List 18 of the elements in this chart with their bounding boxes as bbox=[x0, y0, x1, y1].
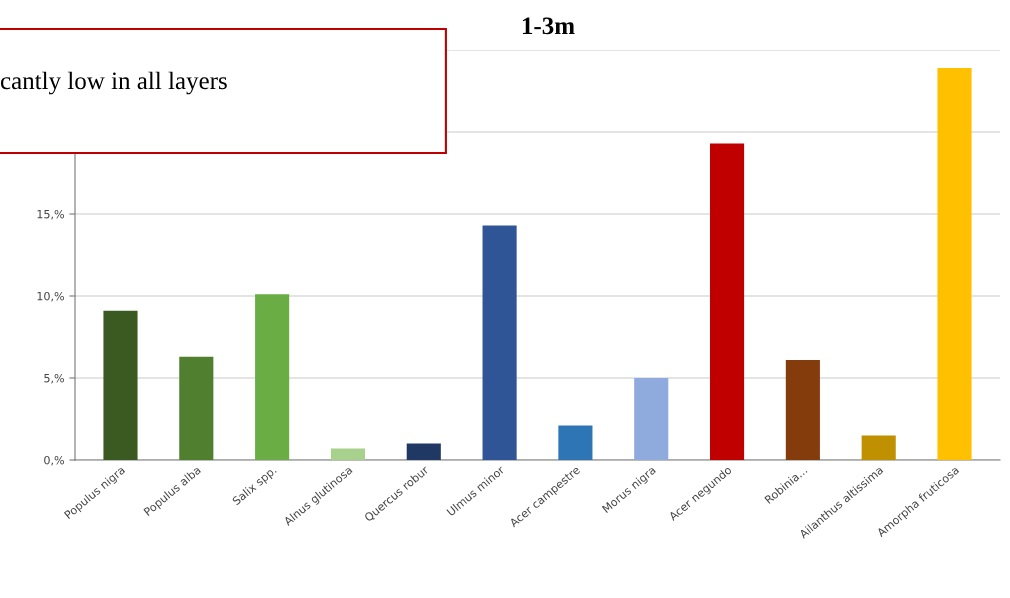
bar bbox=[558, 425, 593, 460]
bar bbox=[255, 294, 290, 460]
chart-title: 1-3m bbox=[522, 17, 575, 35]
bar bbox=[861, 435, 896, 460]
bar bbox=[482, 225, 517, 460]
y-tick-label: 5,% bbox=[44, 373, 64, 384]
bar bbox=[179, 356, 214, 460]
annotation: cantly low in all layers bbox=[0, 71, 227, 95]
bar bbox=[330, 448, 366, 460]
bar bbox=[937, 68, 972, 460]
bar bbox=[709, 143, 745, 460]
bar bbox=[634, 378, 669, 460]
y-tick-label: 15,% bbox=[37, 209, 64, 220]
y-tick-label: 0,% bbox=[44, 455, 64, 466]
bar bbox=[406, 443, 441, 460]
bar bbox=[103, 310, 138, 460]
y-tick-label: 10,% bbox=[37, 291, 64, 302]
bar bbox=[785, 359, 820, 460]
